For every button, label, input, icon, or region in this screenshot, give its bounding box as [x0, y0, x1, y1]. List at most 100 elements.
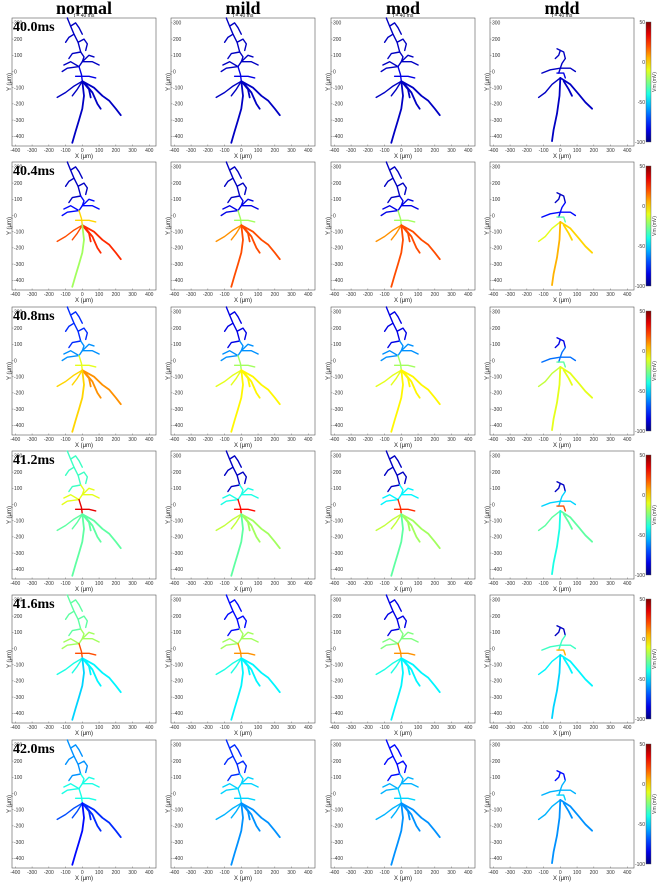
- x-tick-label: 100: [573, 437, 582, 443]
- y-axis-label: Y (μm): [166, 795, 172, 813]
- x-tick-label: 400: [145, 870, 154, 876]
- neuron-branch: [562, 657, 573, 674]
- neuron-branch: [556, 794, 566, 801]
- column-header-mod: mod: [385, 0, 420, 18]
- neuron-branch: [222, 61, 239, 68]
- neuron-branch: [78, 628, 85, 645]
- y-tick-label: 200: [173, 37, 182, 43]
- x-tick-label: 400: [464, 148, 473, 154]
- neuron-branch: [562, 513, 573, 530]
- neuron-branch: [240, 198, 254, 207]
- neuron-plot: -400 -300 -200 -100 0 100 200 300 400 300 200 100 0 -…: [326, 13, 476, 160]
- neuron-branch: [223, 322, 234, 332]
- neuron-branch: [240, 224, 281, 261]
- y-tick-label: 0: [333, 646, 336, 652]
- x-tick-label: -300: [346, 725, 356, 731]
- neuron-branch: [388, 744, 402, 757]
- y-tick-label: 0: [333, 791, 336, 797]
- neuron-branch: [81, 513, 92, 532]
- x-tick-label: -100: [61, 725, 71, 731]
- neuron-branch: [556, 481, 566, 493]
- neuron-branch: [375, 80, 402, 99]
- x-tick-label: 300: [606, 870, 615, 876]
- y-tick-label: -300: [173, 407, 183, 413]
- neuron-branch: [393, 75, 416, 79]
- x-tick-label: -200: [44, 437, 54, 443]
- neuron-branch: [541, 211, 561, 218]
- neuron-branch: [380, 787, 399, 795]
- neuron-branch: [393, 219, 416, 223]
- y-axis-label: Y (μm): [166, 506, 172, 524]
- y-tick-label: -300: [492, 407, 502, 413]
- neuron-branch: [397, 628, 404, 645]
- x-tick-label: 100: [254, 148, 263, 154]
- y-tick-label: -300: [14, 551, 24, 557]
- y-tick-label: 100: [333, 630, 342, 636]
- y-tick-label: -300: [14, 407, 24, 413]
- x-tick-label: -200: [203, 437, 213, 443]
- neuron-branch: [81, 783, 100, 788]
- x-tick-label: 100: [414, 148, 423, 154]
- y-tick-label: -100: [14, 807, 24, 813]
- neuron-plot: -400 -300 -200 -100 0 100 200 300 400 300 200 100 0 -…: [326, 161, 476, 304]
- x-tick-label: -100: [539, 870, 549, 876]
- x-tick-label: 200: [112, 148, 121, 154]
- y-axis-label: Y (μm): [166, 217, 172, 235]
- column-header-normal: normal: [56, 0, 112, 18]
- neuron-branch: [397, 65, 402, 82]
- neuron-branch: [240, 224, 251, 243]
- y-tick-label: -300: [173, 551, 183, 557]
- x-tick-label: -400: [329, 148, 339, 154]
- x-tick-label: -100: [539, 292, 549, 298]
- y-tick-label: 100: [492, 197, 501, 203]
- neuron-branch: [387, 628, 401, 637]
- x-tick-label: 100: [573, 725, 582, 731]
- y-tick-label: 200: [14, 759, 23, 765]
- neuron-branch: [74, 219, 97, 223]
- x-tick-label: 400: [623, 581, 632, 587]
- x-tick-label: 400: [145, 292, 154, 298]
- x-axis-label: X (μm): [75, 154, 93, 160]
- x-tick-label: -300: [27, 725, 37, 731]
- colorbar-tick-label: 0: [642, 60, 645, 66]
- y-tick-label: 100: [14, 775, 23, 781]
- x-tick-label: -200: [522, 870, 532, 876]
- y-tick-label: 0: [173, 69, 176, 75]
- x-axis-label: X (μm): [394, 731, 412, 737]
- x-tick-label: 200: [590, 581, 599, 587]
- y-tick-label: 0: [333, 358, 336, 364]
- x-tick-label: 300: [128, 437, 137, 443]
- neuron-branch: [558, 57, 566, 74]
- neuron-branch: [397, 787, 402, 804]
- neuron-branch: [383, 466, 394, 476]
- y-axis-label: Y (μm): [326, 217, 332, 235]
- y-tick-label: 300: [492, 310, 501, 316]
- neuron-branch: [388, 455, 402, 468]
- neuron-branch: [230, 802, 242, 819]
- x-tick-label: 200: [271, 148, 280, 154]
- neuron-branch: [68, 484, 82, 493]
- y-tick-label: 200: [173, 181, 182, 187]
- y-tick-label: 300: [333, 310, 342, 316]
- neuron-branch: [541, 500, 561, 507]
- neuron-branch: [237, 51, 244, 68]
- y-tick-label: -200: [14, 679, 24, 685]
- y-tick-label: -100: [173, 229, 183, 235]
- x-tick-label: -300: [505, 148, 515, 154]
- neuron-branch: [78, 773, 85, 790]
- x-tick-label: -300: [505, 870, 515, 876]
- x-tick-label: -300: [346, 148, 356, 154]
- neuron-branch: [78, 498, 83, 515]
- y-tick-label: -200: [333, 535, 343, 541]
- neuron-plot: -400 -300 -200 -100 0 100 200 300 400 300 200 100 0 -…: [166, 450, 316, 593]
- x-tick-label: -400: [10, 870, 20, 876]
- y-tick-label: 100: [173, 197, 182, 203]
- neuron-branch: [215, 224, 242, 243]
- neuron-branch: [562, 224, 573, 241]
- neuron-branch: [215, 80, 242, 99]
- neuron-branch: [558, 779, 566, 796]
- neuron-branch: [77, 327, 88, 341]
- x-tick-label: 200: [271, 437, 280, 443]
- neuron-branch: [400, 513, 441, 550]
- neuron-branch: [81, 61, 100, 66]
